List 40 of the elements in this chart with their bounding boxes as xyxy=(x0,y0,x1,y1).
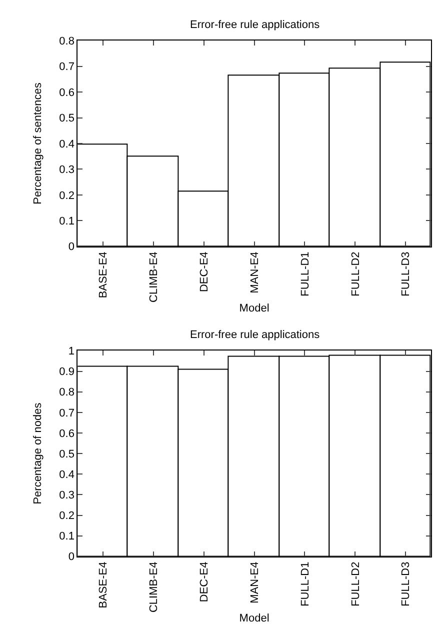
y-tick-label: 0.5 xyxy=(59,112,74,125)
chart-title: Error-free rule applications xyxy=(190,329,320,341)
y-tick-label: 0.6 xyxy=(59,86,74,99)
y-axis-title: Percentage of nodes xyxy=(32,402,44,504)
y-tick-label: 0.6 xyxy=(59,428,74,440)
x-tick-label: FULL-D1 xyxy=(299,252,312,296)
y-tick-label: 0.8 xyxy=(59,386,74,399)
x-tick-label: DEC-E4 xyxy=(198,252,210,292)
y-tick-label: 1 xyxy=(68,346,74,358)
x-tick-label: FULL-D3 xyxy=(400,562,412,606)
y-tick-label: 0.4 xyxy=(59,468,74,481)
y-axis-title: Percentage of sentences xyxy=(32,82,44,204)
y-tick-label: 0.1 xyxy=(59,530,74,543)
y-tick-label: 0.7 xyxy=(59,407,74,420)
y-tick-label: 0.8 xyxy=(59,35,74,48)
x-tick-label: CLIMB-E4 xyxy=(148,252,160,302)
y-tick-label: 0.4 xyxy=(59,138,74,150)
x-axis-title: Model xyxy=(239,612,270,625)
x-tick-label: CLIMB-E4 xyxy=(148,562,160,613)
chart-title: Error-free rule applications xyxy=(190,19,320,31)
x-tick-label: FULL-D1 xyxy=(299,562,312,606)
x-tick-label: FULL-D3 xyxy=(400,252,412,296)
y-tick-label: 0.7 xyxy=(59,61,74,74)
x-axis-title: Model xyxy=(239,302,270,315)
y-tick-label: 0.3 xyxy=(59,164,74,176)
y-tick-label: 0 xyxy=(68,241,74,254)
x-tick-label: MAN-E4 xyxy=(248,562,261,604)
y-tick-label: 0.9 xyxy=(59,366,74,378)
y-tick-label: 0 xyxy=(68,551,74,564)
x-tick-label: MAN-E4 xyxy=(248,252,261,294)
x-tick-label: DEC-E4 xyxy=(198,562,210,602)
y-tick-label: 0.3 xyxy=(59,490,74,502)
y-tick-label: 0.2 xyxy=(59,510,74,522)
y-tick-label: 0.2 xyxy=(59,190,74,202)
x-tick-label: BASE-E4 xyxy=(97,252,110,298)
x-tick-label: BASE-E4 xyxy=(97,562,110,608)
y-tick-label: 0.5 xyxy=(59,448,74,460)
x-tick-label: FULL-D2 xyxy=(350,252,362,296)
y-tick-label: 0.1 xyxy=(59,215,74,228)
x-tick-label: FULL-D2 xyxy=(350,562,362,606)
